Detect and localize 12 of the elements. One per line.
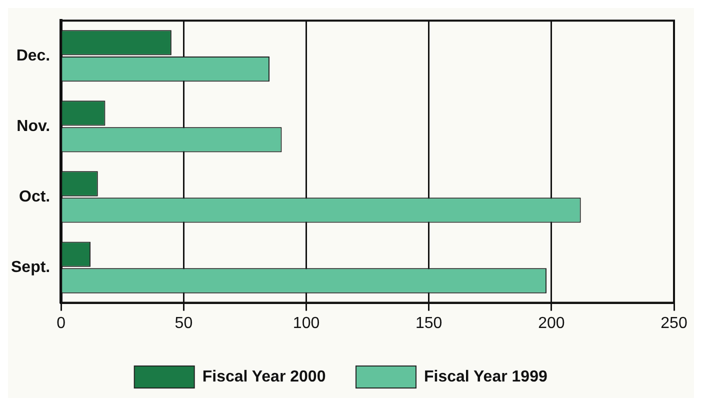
y-tick-label: Dec. xyxy=(16,47,50,64)
x-tick-label: 200 xyxy=(538,314,565,332)
x-tick-label: 0 xyxy=(56,314,66,332)
x-tick-label: 250 xyxy=(660,314,688,332)
y-tick-label: Oct. xyxy=(18,188,50,206)
x-tick-label: 100 xyxy=(292,314,320,332)
legend-label: Fiscal Year 1999 xyxy=(424,368,548,386)
y-tick-label: Nov. xyxy=(16,118,50,135)
x-tick-label: 50 xyxy=(174,314,193,332)
y-tick-label: Sept. xyxy=(10,258,50,276)
legend-label: Fiscal Year 2000 xyxy=(202,368,326,386)
x-tick-label: 150 xyxy=(415,314,442,332)
